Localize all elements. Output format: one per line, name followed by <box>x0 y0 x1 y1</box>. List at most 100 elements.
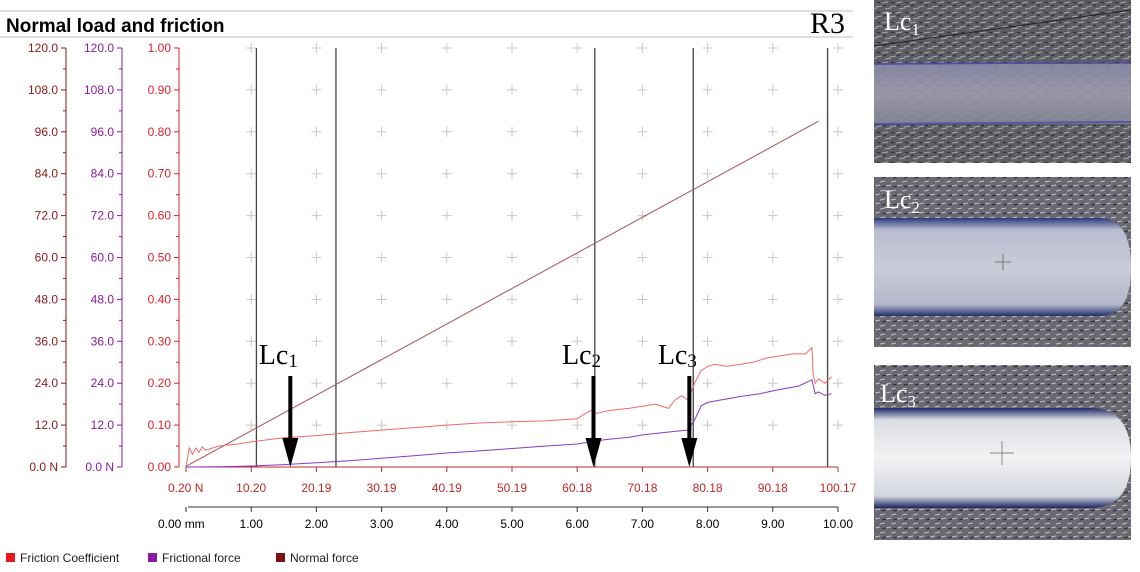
x-load-tick-label: 90.18 <box>758 481 788 495</box>
grid-plus <box>702 378 713 389</box>
grid-plus <box>767 168 778 179</box>
grid-marks <box>246 43 843 431</box>
x-load-tick-label: 40.19 <box>432 481 462 495</box>
frictional-force-tick-label: 72.0 <box>91 209 115 223</box>
grid-plus <box>833 252 843 263</box>
grid-plus <box>246 43 257 53</box>
vertical-lines <box>255 48 829 467</box>
grid-plus <box>833 294 843 305</box>
frictional-force-tick-label: 108.0 <box>84 83 114 97</box>
legend-swatch <box>148 553 157 562</box>
grid-plus <box>637 294 648 305</box>
grid-plus <box>311 336 322 347</box>
grid-plus <box>441 43 452 53</box>
legend-swatch <box>276 553 285 562</box>
grid-plus <box>572 336 583 347</box>
grid-plus <box>441 210 452 221</box>
friction-coefficient-tick-label: 0.60 <box>148 209 172 223</box>
grid-plus <box>441 252 452 263</box>
legend-label: Normal force <box>290 551 359 565</box>
grid-plus <box>833 43 843 53</box>
grid-plus <box>637 43 648 53</box>
grid-plus <box>441 84 452 95</box>
grid-plus <box>767 378 778 389</box>
friction-coefficient-tick-label: 0.70 <box>148 167 172 181</box>
grid-plus <box>246 378 257 389</box>
grid-plus <box>376 252 387 263</box>
grid-plus <box>833 420 843 431</box>
photo-label-lc1: Lc1 <box>884 7 920 39</box>
grid-plus <box>702 252 713 263</box>
grid-plus <box>702 43 713 53</box>
grid-plus <box>572 84 583 95</box>
grid-plus <box>833 126 843 137</box>
grid-plus <box>311 84 322 95</box>
chart-title: Normal load and friction <box>6 16 225 37</box>
friction-coefficient-tick-label: 0.30 <box>148 334 172 348</box>
normal-force-tick-label: 120.0 <box>28 41 58 55</box>
grid-plus <box>702 336 713 347</box>
grid-plus <box>572 126 583 137</box>
grid-plus <box>833 378 843 389</box>
grid-plus <box>572 210 583 221</box>
grid-plus <box>637 84 648 95</box>
x-distance-tick-label: 7.00 <box>631 517 655 531</box>
grid-plus <box>376 84 387 95</box>
normal-force-tick-label: 48.0 <box>35 292 59 306</box>
grid-plus <box>311 420 322 431</box>
marker-lc2-label: Lc2 <box>562 340 601 372</box>
grid-plus <box>507 336 517 347</box>
marker-lc2-arrow-head <box>585 438 602 467</box>
marker-lc3-arrow-head <box>681 438 698 467</box>
grid-plus <box>637 168 648 179</box>
frictional-force-tick-label: 120.0 <box>84 41 114 55</box>
grid-plus <box>572 43 583 53</box>
micrograph-lc2: Lc2 <box>874 177 1131 347</box>
grid-plus <box>637 252 648 263</box>
grid-plus <box>246 84 257 95</box>
grid-plus <box>637 336 648 347</box>
series-group <box>185 120 832 468</box>
grid-plus <box>441 294 452 305</box>
grid-plus <box>507 378 517 389</box>
grid-plus <box>507 84 517 95</box>
frictional-force-tick-label: 36.0 <box>91 334 115 348</box>
grid-plus <box>246 336 257 347</box>
grid-plus <box>311 294 322 305</box>
marker-lc3-label: Lc3 <box>658 340 697 372</box>
grid-plus <box>246 168 257 179</box>
grid-plus <box>311 378 322 389</box>
grid-plus <box>702 126 713 137</box>
grid-plus <box>702 420 713 431</box>
grid-plus <box>507 252 517 263</box>
grid-plus <box>702 168 713 179</box>
grid-plus <box>833 84 843 95</box>
grid-plus <box>767 43 778 53</box>
grid-plus <box>441 126 452 137</box>
axes-group: 0.0 N 12.0 24.0 36.0 48.0 60.0 72.0 84.0 96.0 108… <box>28 41 857 531</box>
x-load-tick-label: 70.18 <box>627 481 657 495</box>
friction-coefficient-tick-label: 0.00 <box>148 460 172 474</box>
grid-plus <box>376 43 387 53</box>
grid-plus <box>441 168 452 179</box>
grid-plus <box>767 420 778 431</box>
normal-force-tick-label: 96.0 <box>35 125 59 139</box>
grid-plus <box>376 378 387 389</box>
photo-label-lc3: Lc3 <box>880 379 916 411</box>
friction-coefficient-tick-label: 0.50 <box>148 251 172 265</box>
marker-lc1-label: Lc1 <box>259 340 298 372</box>
grid-plus <box>246 126 257 137</box>
x-load-tick-label: 100.17 <box>820 481 857 495</box>
grid-plus <box>311 43 322 53</box>
grid-plus <box>246 210 257 221</box>
friction-coefficient-tick-label: 1.00 <box>148 41 172 55</box>
grid-plus <box>246 294 257 305</box>
series-frictional-force <box>185 378 832 468</box>
frictional-force-tick-label: 96.0 <box>91 125 115 139</box>
legend-swatch <box>6 553 15 562</box>
x-distance-tick-label: 0.00 mm <box>158 517 205 531</box>
friction-coefficient-tick-label: 0.40 <box>148 292 172 306</box>
normal-force-tick-label: 108.0 <box>28 83 58 97</box>
grid-plus <box>376 420 387 431</box>
